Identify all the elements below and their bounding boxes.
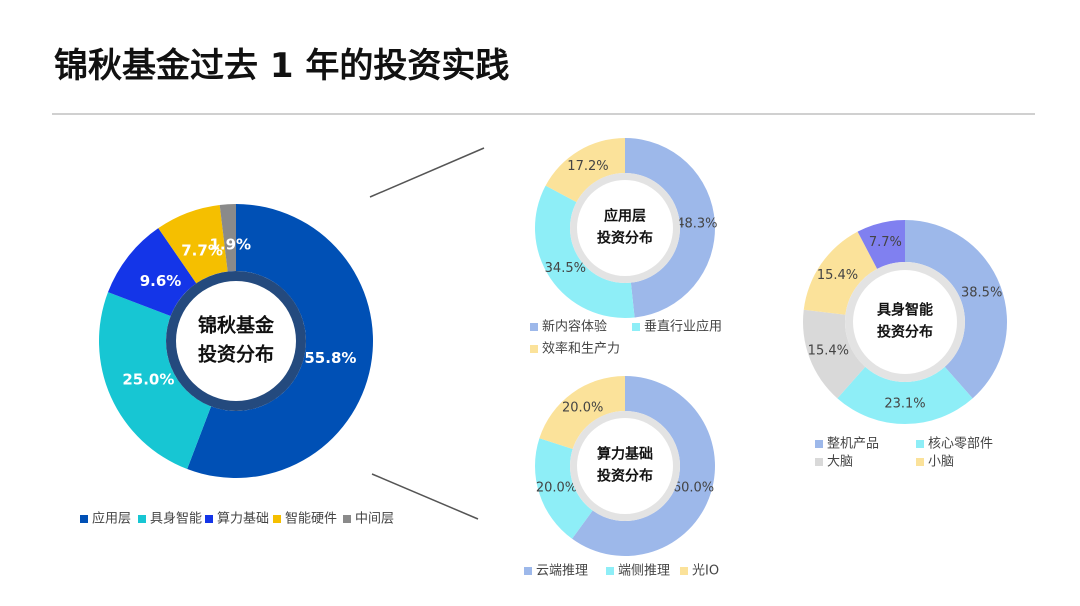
center-label: 应用层 投资分布 <box>597 208 653 246</box>
value-label: 55.8% <box>304 349 356 367</box>
donut-segment <box>535 185 635 318</box>
value-label: 7.7% <box>869 235 902 250</box>
connector <box>371 473 479 520</box>
donut-segment <box>539 376 625 450</box>
donut-segment <box>625 138 715 318</box>
legend-swatch <box>530 345 538 353</box>
value-label: 15.4% <box>817 268 858 283</box>
legend-label: 云端推理 <box>536 564 588 579</box>
value-label: 7.7% <box>181 242 223 260</box>
legend-label: 智能硬件 <box>285 512 337 527</box>
value-label: 20.0% <box>562 400 603 415</box>
legend-swatch <box>343 515 351 523</box>
legend-swatch <box>916 440 924 448</box>
value-label: 17.2% <box>567 159 608 174</box>
legend-swatch <box>273 515 281 523</box>
value-label: 34.5% <box>545 261 586 276</box>
legend-label: 效率和生产力 <box>542 341 620 357</box>
donut-segment <box>107 228 197 317</box>
value-label: 38.5% <box>961 285 1002 300</box>
page-title: 锦秋基金过去 1 年的投资实践 <box>54 46 510 86</box>
legend-label: 大脑 <box>827 455 853 470</box>
donut-segment <box>158 204 228 284</box>
value-label: 9.6% <box>140 272 182 290</box>
donut-segment <box>98 292 212 470</box>
donut-segment <box>837 366 973 424</box>
legend-label: 整机产品 <box>827 437 879 452</box>
center-label: 锦秋基金 投资分布 <box>197 314 275 366</box>
legend-swatch <box>916 458 924 466</box>
value-label: 20.0% <box>536 481 577 496</box>
center-hole <box>577 180 673 276</box>
legend-swatch <box>815 440 823 448</box>
value-label: 60.0% <box>673 481 714 496</box>
legend-label: 中间层 <box>355 512 394 527</box>
center-label: 算力基础 投资分布 <box>597 446 653 484</box>
donut-segment <box>534 438 593 539</box>
value-label: 1.9% <box>209 236 251 254</box>
legend-label: 新内容体验 <box>542 319 607 335</box>
center-hole <box>853 270 957 374</box>
donut-segment <box>803 231 878 315</box>
donut-segment <box>803 309 866 399</box>
donut-segment <box>905 220 1008 399</box>
legend-swatch <box>632 323 640 331</box>
legend-swatch <box>680 567 688 575</box>
legend-label: 应用层 <box>92 511 131 527</box>
value-label: 48.3% <box>676 217 717 232</box>
donut-segment <box>187 204 374 478</box>
value-label: 25.0% <box>122 371 174 389</box>
legend-swatch <box>530 323 538 331</box>
connector <box>369 147 485 198</box>
legend-label: 算力基础 <box>217 512 269 527</box>
legend-label: 光IO <box>692 564 719 579</box>
legend-swatch <box>205 515 213 523</box>
legend-swatch <box>138 515 146 523</box>
donut-segment <box>857 220 905 269</box>
donut-segment <box>572 376 715 556</box>
legend-label: 垂直行业应用 <box>644 319 722 335</box>
legend-swatch <box>606 567 614 575</box>
center-label: 具身智能 投资分布 <box>877 302 933 340</box>
legend-label: 小脑 <box>928 455 954 470</box>
legend-label: 端侧推理 <box>618 564 670 579</box>
value-label: 15.4% <box>808 344 849 359</box>
center-hole <box>176 281 296 401</box>
value-label: 23.1% <box>884 397 925 412</box>
legend-label: 具身智能 <box>150 511 202 527</box>
legend-swatch <box>80 515 88 523</box>
legend-swatch <box>815 458 823 466</box>
donut-segment <box>545 138 625 203</box>
legend-swatch <box>524 567 532 575</box>
legend-label: 核心零部件 <box>928 437 993 452</box>
center-hole <box>577 418 673 514</box>
donut-segment <box>219 204 236 272</box>
